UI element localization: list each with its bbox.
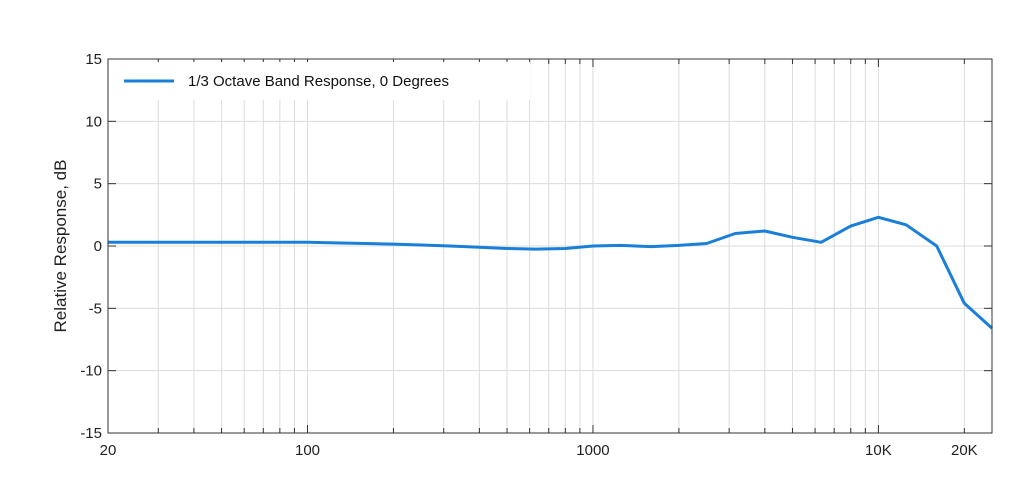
grid-lines [107,58,992,434]
y-tick-label: -10 [80,363,102,380]
y-axis-label: Relative Response, dB [51,160,70,333]
y-tick-label: 10 [85,113,102,130]
x-tick-label: 10K [865,442,892,459]
legend-label: 1/3 Octave Band Response, 0 Degrees [188,73,449,90]
y-tick-label: 5 [94,176,102,193]
y-tick-label: -5 [89,300,102,317]
x-tick-label: 20 [100,442,117,459]
x-tick-label: 1000 [576,442,609,459]
series-line [108,215,994,330]
legend-box [112,62,530,100]
x-tick-label: 20K [951,442,978,459]
series-layer [108,215,994,330]
plot-frame [107,58,993,434]
legend: 1/3 Octave Band Response, 0 Degrees [112,62,530,100]
y-tick-label: -15 [80,425,102,442]
x-tick-label: 100 [295,442,320,459]
y-tick-label: 0 [94,238,102,255]
y-tick-label: 15 [85,51,102,68]
